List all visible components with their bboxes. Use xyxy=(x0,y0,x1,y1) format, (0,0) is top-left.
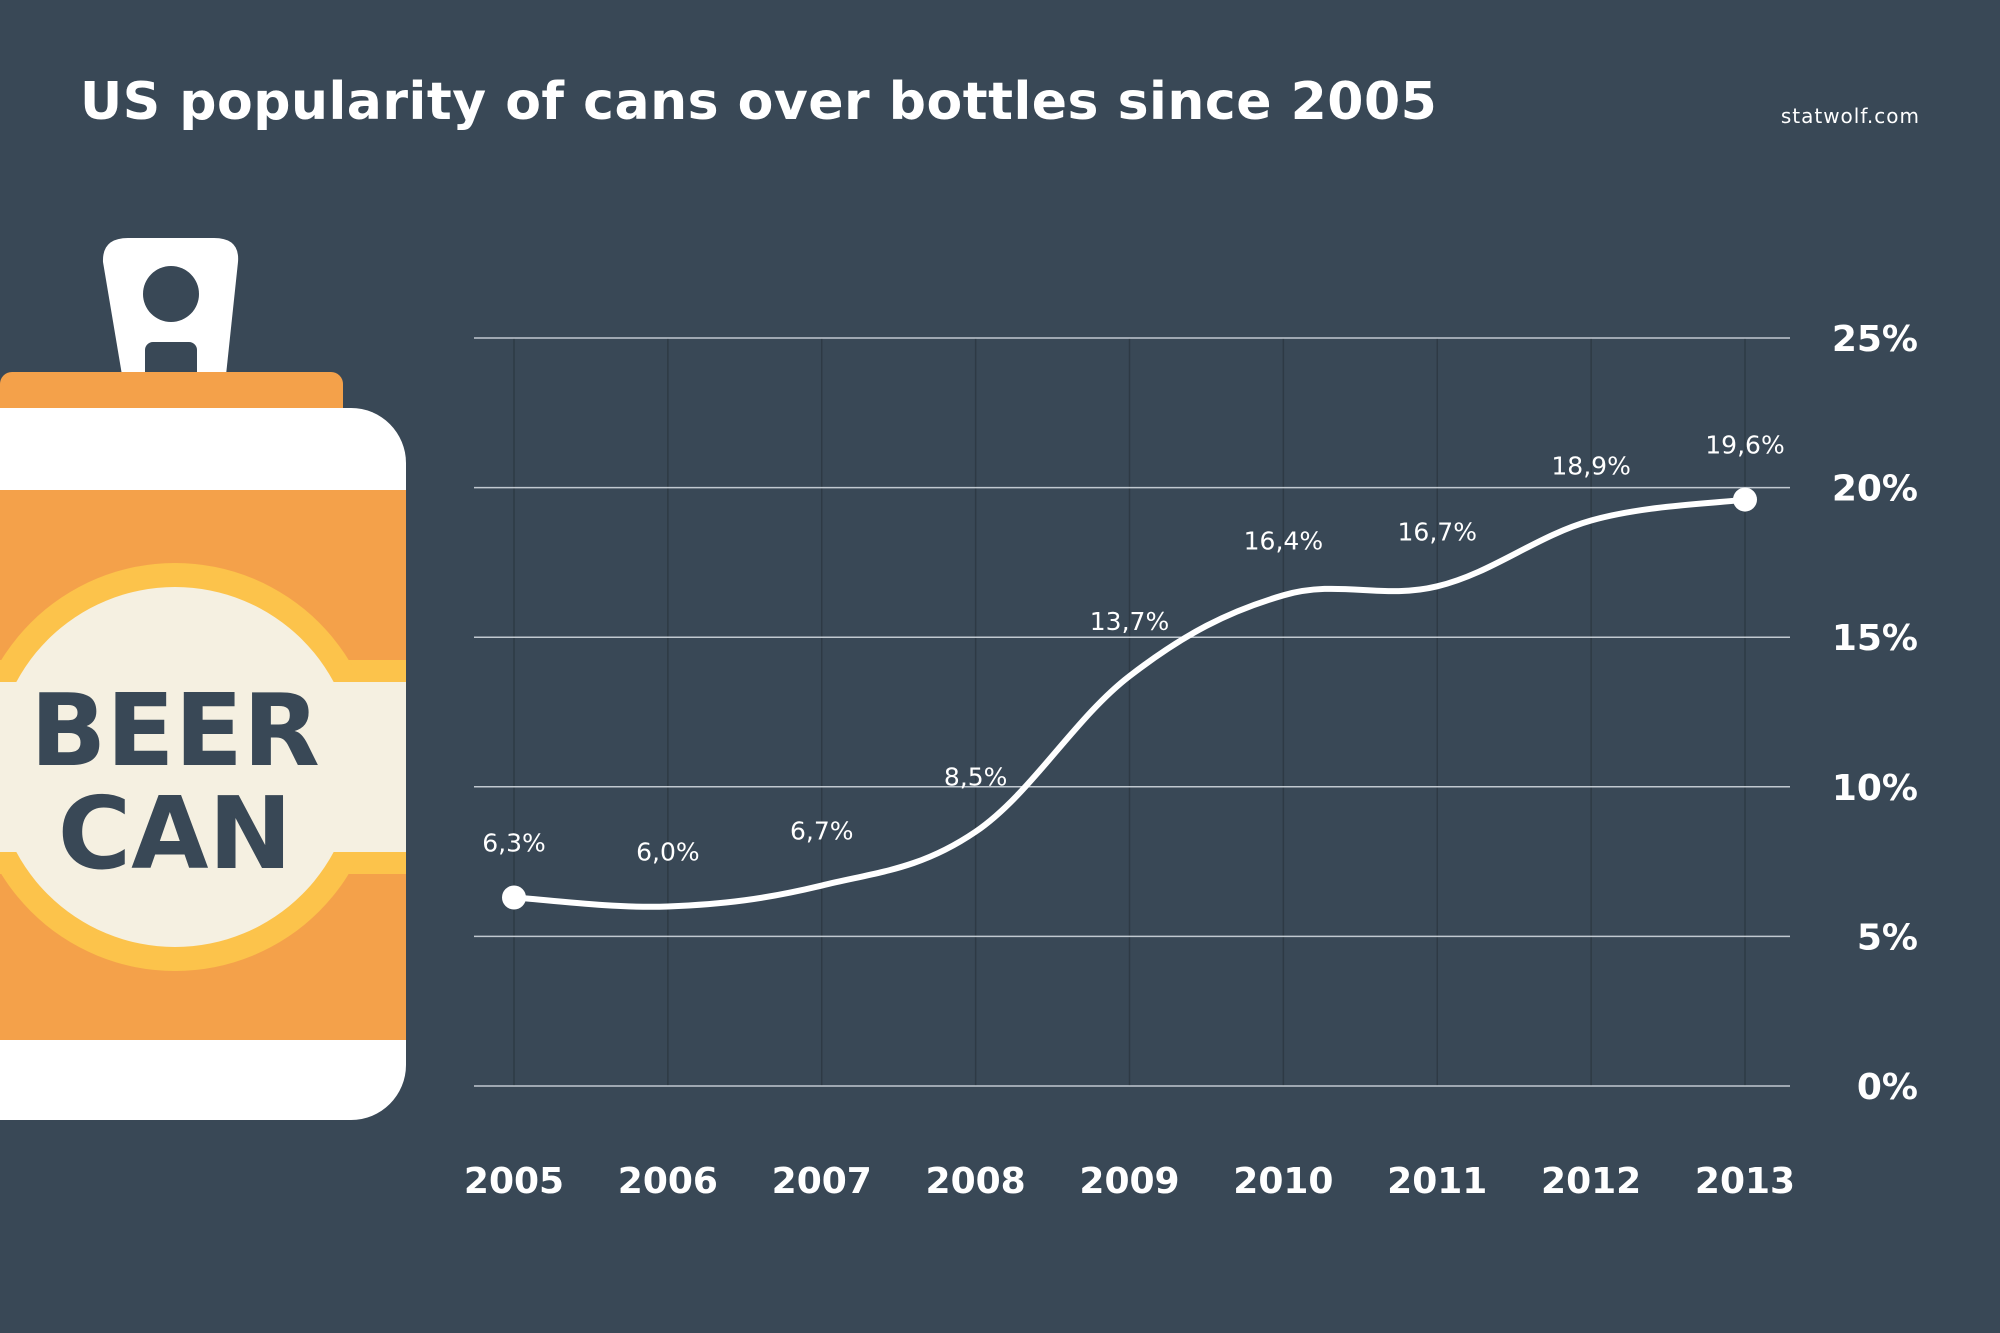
x-tick-label: 2005 xyxy=(464,1161,564,1202)
data-label: 6,0% xyxy=(636,837,700,866)
data-label: 8,5% xyxy=(944,763,1008,792)
x-axis-tick-labels: 2005 2006 2007 2008 2009 2010 2011 2012 2013 xyxy=(464,1161,1795,1202)
data-label: 6,7% xyxy=(790,817,854,846)
x-tick-label: 2007 xyxy=(772,1161,872,1202)
y-tick-label: 25% xyxy=(1832,319,1918,360)
data-point-marker xyxy=(502,885,526,910)
x-tick-label: 2006 xyxy=(618,1161,718,1202)
horizontal-grid xyxy=(474,337,1790,1087)
series-line xyxy=(511,496,1748,910)
data-points xyxy=(502,487,1757,910)
x-tick-label: 2010 xyxy=(1233,1161,1333,1202)
beer-can-illustration: BEER CAN xyxy=(0,238,406,1120)
data-point-marker xyxy=(1733,487,1757,512)
y-tick-label: 10% xyxy=(1832,768,1918,809)
y-axis-tick-labels: 0% 5% 10% 15% 20% 25% xyxy=(1832,319,1918,1108)
data-labels: 6,3% 6,0% 6,7% 8,5% 13,7% 16,4% 16,7% 18,9% 19,6… xyxy=(482,431,1784,867)
x-tick-label: 2008 xyxy=(926,1161,1026,1202)
data-label: 13,7% xyxy=(1090,607,1169,636)
data-label: 6,3% xyxy=(482,829,546,858)
data-label: 16,7% xyxy=(1398,517,1477,546)
x-tick-label: 2012 xyxy=(1541,1161,1641,1202)
x-tick-label: 2011 xyxy=(1387,1161,1487,1202)
x-tick-label: 2009 xyxy=(1079,1161,1179,1202)
chart-title: US popularity of cans over bottles since… xyxy=(80,72,1438,132)
can-label-beer: BEER xyxy=(30,672,320,789)
data-label: 19,6% xyxy=(1705,431,1784,460)
y-tick-label: 20% xyxy=(1832,469,1918,510)
data-label: 18,9% xyxy=(1551,452,1630,481)
y-tick-label: 15% xyxy=(1832,618,1918,659)
source-label: statwolf.com xyxy=(1780,104,1920,128)
can-label-can: CAN xyxy=(58,775,292,892)
y-tick-label: 5% xyxy=(1857,917,1918,958)
y-tick-label: 0% xyxy=(1857,1067,1918,1108)
data-label: 16,4% xyxy=(1244,526,1323,555)
vertical-grid xyxy=(513,338,1746,1086)
x-tick-label: 2013 xyxy=(1695,1161,1795,1202)
